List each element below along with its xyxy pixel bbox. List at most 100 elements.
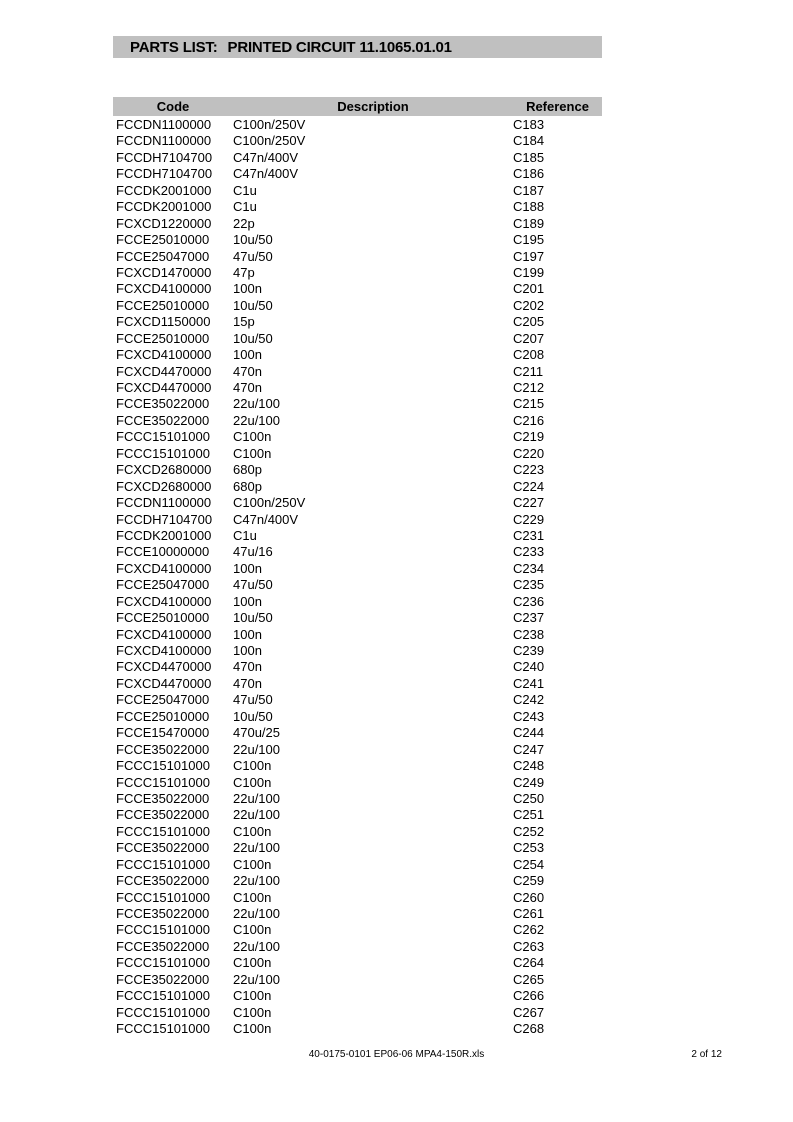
cell-code: FCCE35022000: [116, 906, 210, 921]
cell-code: FCXCD4470000: [116, 675, 212, 691]
cell-description: C100n: [233, 1004, 272, 1020]
table-row: FCCE25010000 10u/50 C207: [113, 331, 602, 347]
table-row: FCCE35022000 22u/100 C253: [113, 840, 602, 856]
cell-code: FCCE35022000: [116, 971, 210, 987]
document-title-main: PRINTED CIRCUIT 11.1065.01.01: [227, 38, 453, 56]
table-row: FCXCD4100000 100n C236: [113, 594, 602, 610]
table-row: FCXCD1150000 15p C205: [113, 314, 602, 330]
table-row: FCCE25010000 10u/50 C202: [113, 298, 602, 314]
document-title-prefix: PARTS LIST:: [130, 38, 218, 56]
cell-reference: C189: [513, 215, 545, 231]
cell-code: FCCE35022000: [116, 938, 210, 954]
cell-reference: C219: [513, 429, 545, 445]
cell-description: C100n: [233, 955, 272, 971]
cell-code: FCCE15470000: [116, 725, 210, 741]
cell-code: FCCDK2001000: [116, 182, 212, 198]
table-row: FCXCD4100000 100n C208: [113, 347, 602, 363]
table-row: FCXCD1470000 47p C199: [113, 265, 602, 281]
cell-description: C100n: [233, 429, 272, 445]
cell-reference: C195: [513, 232, 545, 248]
cell-description: C100n: [233, 823, 272, 839]
table-body: FCCDN1100000 C100n/250V C183 FCCDN110000…: [113, 117, 602, 1038]
cell-reference: C237: [513, 610, 545, 626]
cell-reference: C207: [513, 330, 545, 346]
cell-reference: C184: [513, 133, 545, 149]
cell-code: FCCE25047000: [116, 692, 210, 708]
cell-reference: C201: [513, 281, 545, 297]
table-row: FCCE25047000 47u/50 C235: [113, 577, 602, 593]
cell-code: FCCE35022000: [116, 840, 210, 856]
cell-code: FCCE25047000: [116, 248, 210, 264]
cell-code: FCCE35022000: [116, 790, 210, 806]
cell-description: 47p: [233, 264, 255, 280]
table-row: FCCC15101000 C100n C260: [113, 890, 602, 906]
cell-reference: C199: [513, 264, 545, 280]
table-row: FCCE35022000 22u/100 C265: [113, 972, 602, 988]
cell-description: 22p: [233, 215, 255, 231]
table-row: FCCC15101000 C100n C219: [113, 429, 602, 445]
table-row: FCCE25047000 47u/50 C242: [113, 692, 602, 708]
cell-reference: C253: [513, 840, 545, 856]
cell-code: FCCC15101000: [116, 758, 210, 774]
cell-description: 680p: [233, 462, 262, 478]
cell-reference: C259: [513, 873, 545, 889]
cell-reference: C268: [513, 1021, 545, 1037]
cell-reference: C234: [513, 560, 545, 576]
cell-code: FCCC15101000: [116, 823, 210, 839]
cell-reference: C243: [513, 708, 545, 724]
cell-description: 470n: [233, 659, 262, 675]
cell-code: FCCE25010000: [116, 708, 210, 724]
column-header-code: Code: [156, 99, 190, 114]
cell-reference: C252: [513, 823, 545, 839]
cell-reference: C188: [513, 199, 545, 215]
cell-description: 22u/100: [233, 396, 280, 412]
cell-description: 22u/100: [233, 938, 280, 954]
cell-code: FCCDK2001000: [116, 527, 212, 543]
cell-code: FCXCD4100000: [116, 626, 212, 642]
table-row: FCCC15101000 C100n C254: [113, 857, 602, 873]
cell-description: C100n: [233, 922, 272, 938]
cell-description: 100n: [233, 626, 262, 642]
cell-reference: C260: [513, 889, 545, 905]
cell-code: FCCE35022000: [116, 412, 210, 428]
cell-code: FCXCD4100000: [116, 347, 212, 363]
cell-code: FCXCD4100000: [116, 643, 212, 658]
cell-description: 22u/100: [233, 741, 280, 757]
cell-description: C100n/250V: [233, 133, 306, 149]
cell-description: 470u/25: [233, 725, 280, 741]
cell-code: FCXCD2680000: [116, 462, 212, 478]
cell-code: FCCE25010000: [116, 330, 210, 346]
cell-description: 47u/50: [233, 248, 273, 264]
cell-description: 10u/50: [233, 610, 273, 626]
cell-description: C47n/400V: [233, 149, 299, 165]
cell-description: C100n: [233, 988, 272, 1004]
cell-description: C100n: [233, 774, 272, 790]
cell-code: FCCC15101000: [116, 445, 210, 461]
table-row: FCCDH7104700 C47n/400V C229: [113, 512, 602, 528]
cell-reference: C240: [513, 659, 545, 675]
table-row: FCCE35022000 22u/100 C247: [113, 742, 602, 758]
cell-reference: C235: [513, 577, 545, 593]
table-row: FCXCD4470000 470n C241: [113, 676, 602, 692]
table-row: FCCC15101000 C100n C249: [113, 775, 602, 791]
cell-description: 100n: [233, 593, 262, 609]
cell-reference: C215: [513, 396, 545, 412]
cell-reference: C263: [513, 938, 545, 954]
table-row: FCCE35022000 22u/100 C261: [113, 906, 602, 922]
cell-reference: C216: [513, 412, 545, 428]
cell-description: 470n: [233, 363, 262, 379]
cell-description: C100n: [233, 856, 272, 872]
cell-description: 22u/100: [233, 807, 280, 823]
table-row: FCCE25010000 10u/50 C237: [113, 610, 602, 626]
cell-code: FCXCD2680000: [116, 478, 212, 494]
footer-page-indicator: 2 of 12: [691, 1049, 722, 1060]
cell-code: FCCDH7104700: [116, 511, 213, 527]
cell-code: FCCC15101000: [116, 856, 210, 872]
cell-description: 100n: [233, 643, 262, 658]
cell-reference: C227: [513, 495, 545, 511]
cell-reference: C266: [513, 988, 545, 1004]
cell-description: 15p: [233, 314, 255, 330]
cell-description: C100n: [233, 889, 272, 905]
cell-description: 100n: [233, 281, 262, 297]
table-row: FCXCD2680000 680p C223: [113, 462, 602, 478]
